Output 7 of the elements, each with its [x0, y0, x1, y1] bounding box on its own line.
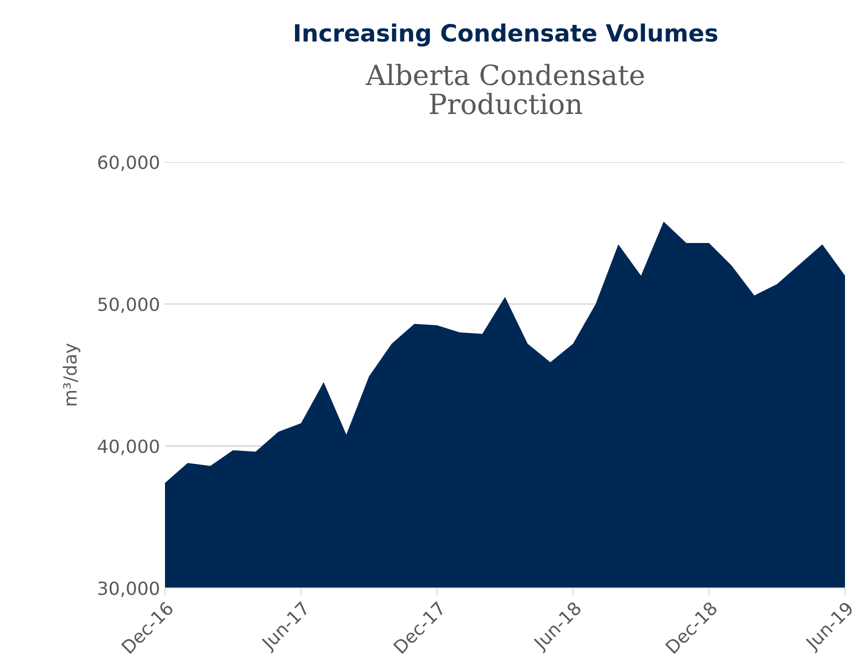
- y-tick-label: 50,000: [98, 297, 159, 313]
- y-tick-label: 30,000: [98, 581, 159, 597]
- chart-title: Increasing Condensate Volumes: [294, 24, 718, 47]
- y-tick-label: 60,000: [98, 155, 159, 171]
- chart-subtitle: Alberta Condensate Production: [366, 64, 644, 114]
- y-axis-title: m³/day: [62, 343, 80, 406]
- y-tick-label: 40,000: [98, 439, 159, 455]
